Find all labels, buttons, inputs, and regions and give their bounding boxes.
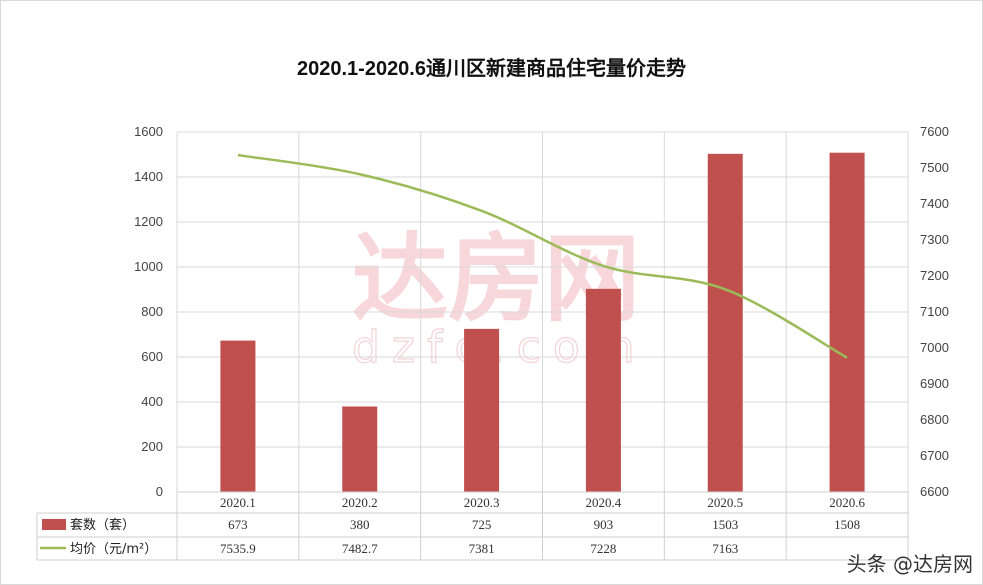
- bar: [220, 340, 256, 492]
- y-right-tick: 6600: [920, 484, 949, 499]
- y-right-tick: 7400: [920, 196, 949, 211]
- legend-label-price: 均价（元/m²）: [70, 542, 157, 557]
- y-right-tick: 7500: [920, 160, 949, 175]
- y-left-tick: 1200: [134, 214, 163, 229]
- x-category-label: 2020.5: [707, 495, 743, 510]
- y-right-tick: 7600: [920, 124, 949, 139]
- source-credit: 头条 @达房网: [846, 552, 973, 576]
- y-left-tick: 600: [141, 349, 163, 364]
- bar: [464, 328, 500, 492]
- table-cell-price: 7535.9: [220, 541, 256, 556]
- y-right-tick: 6900: [920, 376, 949, 391]
- table-cell-price: 7482.7: [342, 541, 378, 556]
- x-category-label: 2020.2: [342, 495, 378, 510]
- table-cell-units: 380: [350, 517, 370, 532]
- bar: [585, 288, 621, 492]
- y-left-tick: 400: [141, 394, 163, 409]
- y-left-tick: 0: [156, 484, 163, 499]
- bar: [829, 152, 865, 492]
- x-category-label: 2020.1: [220, 495, 256, 510]
- y-left-tick: 800: [141, 304, 163, 319]
- legend-label-units: 套数（套）: [70, 517, 135, 533]
- avg-price-line: [237, 153, 848, 359]
- table-cell-price: 7381: [469, 541, 495, 556]
- x-category-label: 2020.6: [829, 495, 865, 510]
- y-right-tick: 6700: [920, 448, 949, 463]
- chart-title: 2020.1-2020.6通川区新建商品住宅量价走势: [296, 58, 686, 80]
- y-right-tick: 7200: [920, 268, 949, 283]
- table-cell-price: 7228: [590, 541, 616, 556]
- y-left-tick: 1000: [134, 259, 163, 274]
- x-category-label: 2020.4: [586, 495, 622, 510]
- table-cell-units: 1503: [712, 517, 738, 532]
- y-right-tick: 7300: [920, 232, 949, 247]
- table-cell-units: 673: [228, 517, 248, 532]
- y-right-tick: 7100: [920, 304, 949, 319]
- legend-swatch-bar: [42, 519, 66, 530]
- table-cell-units: 725: [472, 517, 492, 532]
- bar: [707, 153, 743, 492]
- y-left-tick: 200: [141, 439, 163, 454]
- y-right-tick: 6800: [920, 412, 949, 427]
- table-cell-price: 7163: [712, 541, 738, 556]
- y-left-tick: 1400: [134, 169, 163, 184]
- table-cell-units: 903: [594, 517, 614, 532]
- table-cell-units: 1508: [834, 517, 860, 532]
- bar: [342, 406, 378, 492]
- x-category-label: 2020.3: [464, 495, 500, 510]
- y-right-tick: 7000: [920, 340, 949, 355]
- y-left-tick: 1600: [134, 124, 163, 139]
